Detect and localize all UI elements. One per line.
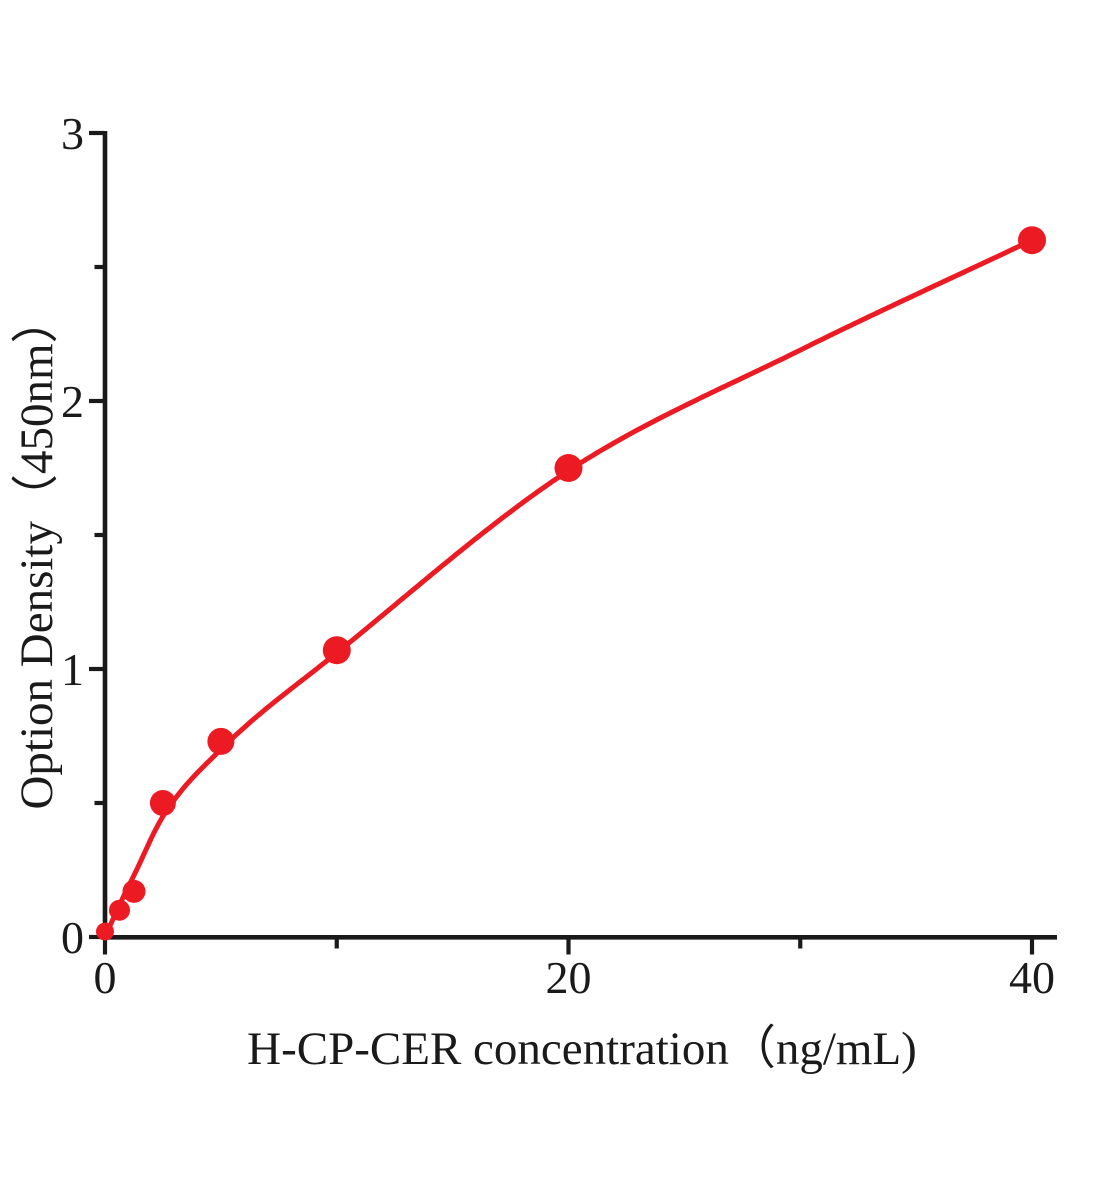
axis-lines: [102, 131, 1057, 940]
y-tick-label: 3: [61, 108, 84, 159]
tick-labels: 0 1 2 3 0 20 40: [61, 108, 1055, 1003]
data-point: [96, 922, 114, 941]
y-tick-label: 0: [61, 912, 84, 963]
data-point: [322, 636, 351, 665]
data-point: [207, 727, 235, 755]
axis-ticks: [89, 130, 1035, 955]
y-axis-title: Option Density（450nm）: [11, 296, 63, 809]
data-point: [149, 790, 176, 816]
series-layer: [96, 226, 1046, 941]
data-point: [554, 454, 583, 482]
data-point: [1018, 226, 1046, 255]
y-tick-label: 2: [61, 376, 84, 427]
x-tick-label: 0: [94, 952, 117, 1003]
fit-curve-line: [102, 237, 1035, 940]
x-tick-label: 20: [546, 952, 592, 1003]
x-axis-title: H-CP-CER concentration（ng/mL): [247, 1023, 917, 1075]
data-point: [122, 879, 146, 903]
x-tick-label: 40: [1009, 952, 1055, 1003]
data-point: [109, 899, 130, 921]
y-tick-label: 1: [61, 644, 84, 695]
